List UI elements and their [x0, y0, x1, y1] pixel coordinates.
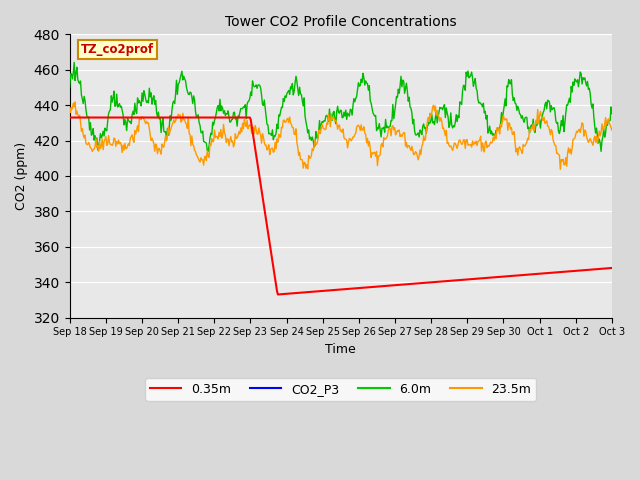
Y-axis label: CO2 (ppm): CO2 (ppm): [15, 142, 28, 210]
Legend: 0.35m, CO2_P3, 6.0m, 23.5m: 0.35m, CO2_P3, 6.0m, 23.5m: [145, 378, 536, 401]
X-axis label: Time: Time: [325, 343, 356, 356]
Text: TZ_co2prof: TZ_co2prof: [81, 43, 154, 56]
Title: Tower CO2 Profile Concentrations: Tower CO2 Profile Concentrations: [225, 15, 456, 29]
